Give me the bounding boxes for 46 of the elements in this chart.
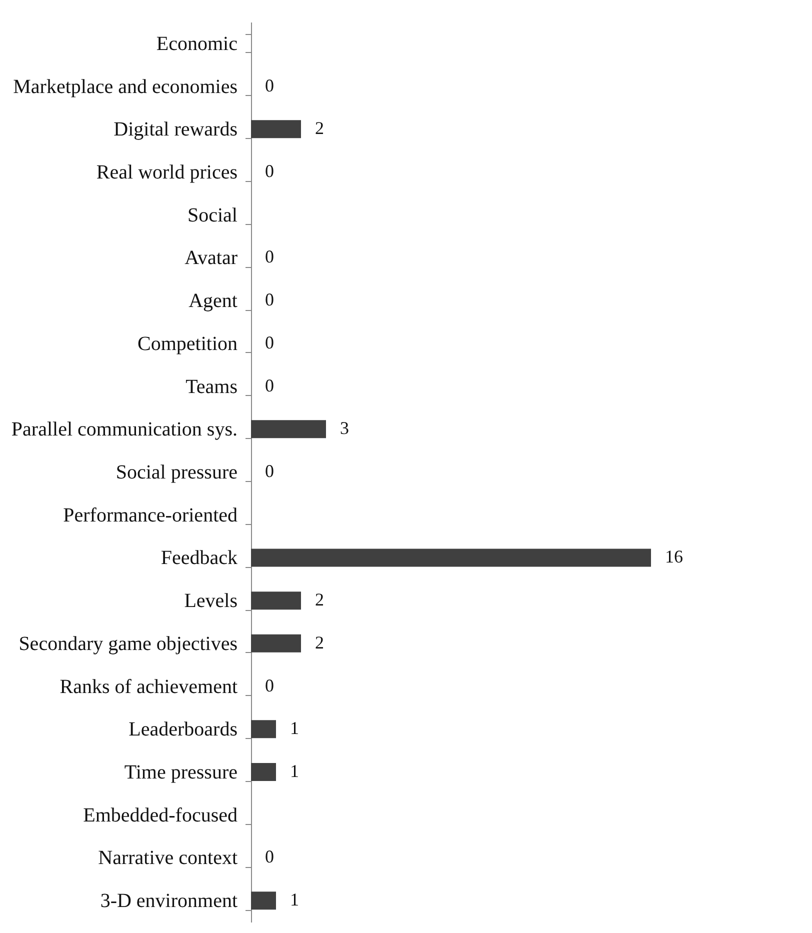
bar [251, 892, 276, 910]
data-label: 0 [265, 375, 274, 396]
y-tick-label: Secondary game objectives [18, 632, 238, 655]
y-tick-label: Social [188, 204, 238, 226]
y-tick-label: Marketplace and economies [13, 76, 238, 98]
data-label: 16 [665, 546, 683, 567]
y-tick-label: Leaderboards [128, 718, 238, 741]
data-label: 0 [265, 290, 274, 310]
data-label: 2 [315, 590, 324, 610]
y-tick-label: Narrative context [98, 847, 238, 870]
data-label: 0 [265, 461, 274, 481]
y-tick-label: Embedded-focused [83, 804, 238, 826]
y-tick-label: Agent [188, 290, 238, 312]
data-label: 0 [265, 846, 274, 867]
data-label: 2 [315, 118, 324, 138]
data-label: 1 [290, 718, 299, 738]
y-tick-label: Social pressure [116, 462, 238, 484]
y-tick-label: Levels [184, 590, 238, 612]
bar [251, 120, 301, 138]
data-label: 2 [315, 632, 324, 652]
data-label: 1 [290, 761, 299, 781]
y-tick-label: Parallel communication sys. [11, 418, 238, 441]
bar [251, 720, 276, 738]
data-label: 3 [340, 418, 349, 438]
y-tick-label: Competition [138, 332, 238, 355]
y-tick-label: Avatar [184, 247, 238, 270]
y-tick-label: Performance-oriented [63, 504, 238, 526]
data-label: 0 [265, 75, 274, 96]
y-tick-label: Teams [186, 376, 238, 398]
bar [251, 420, 326, 438]
y-tick-label: Digital rewards [114, 118, 238, 141]
bar [251, 763, 276, 781]
y-tick-label: Feedback [160, 547, 238, 570]
bar [251, 634, 301, 652]
y-tick-label: 3-D environment [100, 890, 238, 912]
data-label: 1 [290, 890, 299, 910]
y-tick-label: Time pressure [124, 762, 238, 784]
y-tick-label: Real world prices [96, 162, 238, 184]
data-label: 0 [265, 161, 274, 181]
data-label: 0 [265, 675, 274, 696]
data-label: 0 [265, 246, 274, 267]
bar [251, 592, 301, 610]
y-tick-label: Economic [156, 32, 238, 55]
bar [251, 548, 651, 567]
y-tick-label: Ranks of achievement [60, 676, 238, 698]
data-label: 0 [265, 332, 274, 352]
